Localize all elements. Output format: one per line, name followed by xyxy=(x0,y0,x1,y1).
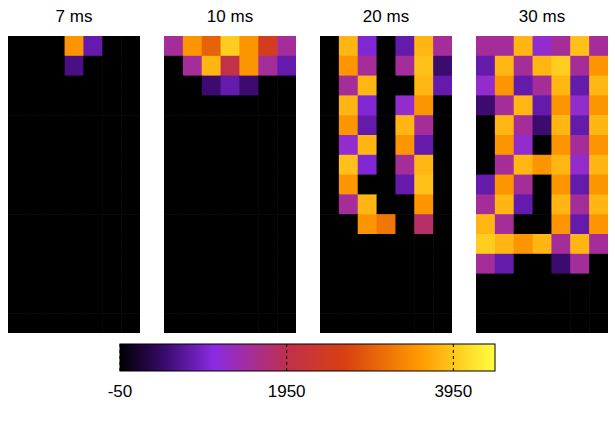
html-text:30 ms: 30 ms xyxy=(518,7,566,26)
svg-text:3950: 3950 xyxy=(434,382,472,401)
html-text:7 ms: 7 ms xyxy=(55,7,93,26)
svg-text:1950: 1950 xyxy=(268,382,306,401)
svg-text:-50: -50 xyxy=(108,382,133,401)
html-text:20 ms: 20 ms xyxy=(362,7,410,26)
html-text:10 ms: 10 ms xyxy=(206,7,254,26)
